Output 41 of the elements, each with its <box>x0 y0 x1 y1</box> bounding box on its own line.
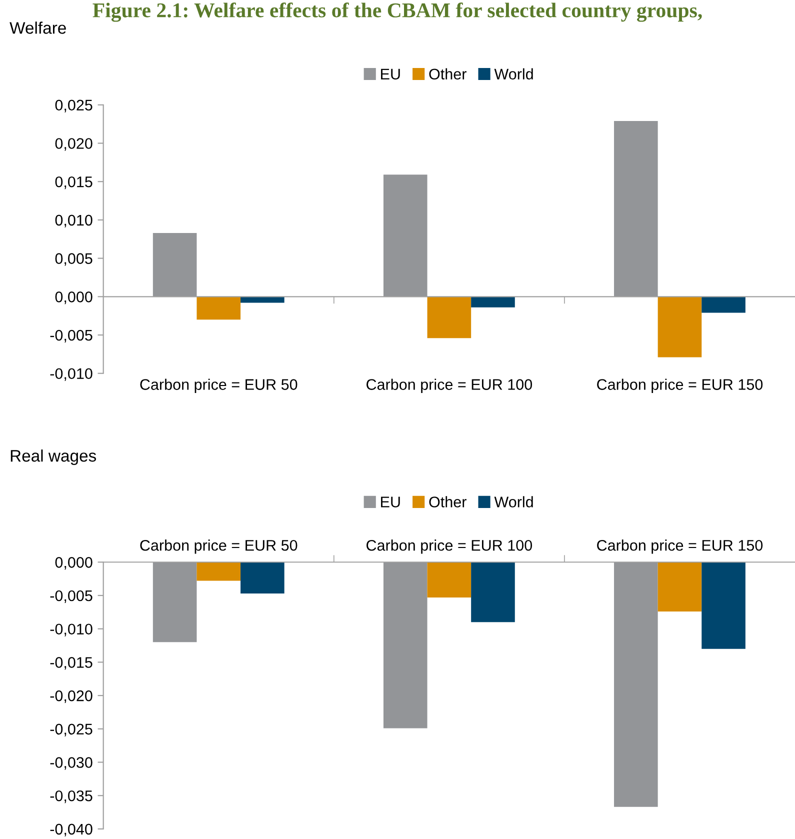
y-tick-label: -0,010 <box>50 368 92 381</box>
y-tick-label: -0,035 <box>50 790 92 804</box>
y-tick-label: 0,005 <box>55 253 92 266</box>
x-tick-label: Carbon price = EUR 150 <box>597 540 763 554</box>
y-tick-label: -0,015 <box>50 657 92 670</box>
bar <box>614 120 658 297</box>
y-tick-label: -0,010 <box>50 624 92 636</box>
legend-label: EU <box>381 68 400 80</box>
y-tick-label: 0,020 <box>55 138 92 151</box>
y-tick-label: -0,020 <box>50 690 92 704</box>
bar <box>240 296 284 303</box>
y-tick-label: -0,030 <box>50 757 92 770</box>
x-tick-label: Carbon price = EUR 50 <box>140 378 298 393</box>
bar <box>196 296 241 320</box>
x-tick-label: Carbon price = EUR 150 <box>597 378 763 393</box>
bar <box>383 174 428 297</box>
y-tick-label: 0,000 <box>55 557 92 570</box>
caption: Figure 2.1: Welfare effects of the CBAM for selected country groups, <box>92 2 702 22</box>
x-tick-label: Carbon price = EUR 100 <box>366 540 532 554</box>
y-tick-label: 0,010 <box>55 214 92 228</box>
legend-label: EU <box>381 496 400 508</box>
legend-label: Other <box>429 68 466 80</box>
y-tick-label: -0,040 <box>50 824 92 836</box>
bar <box>152 232 197 297</box>
bar <box>471 296 515 308</box>
bar <box>658 296 702 358</box>
bar <box>702 296 746 313</box>
y-tick-label: 0,015 <box>55 176 92 190</box>
legend-label: Other <box>429 496 466 508</box>
y-tick-label: 0,000 <box>55 292 92 304</box>
legend-label: World <box>494 496 533 508</box>
x-tick-label: Carbon price = EUR 50 <box>140 540 298 554</box>
y-tick-label: -0,025 <box>50 724 92 736</box>
y-tick-label: 0,025 <box>55 100 92 112</box>
chart-title: Real wages <box>10 449 96 466</box>
x-tick-label: Carbon price = EUR 100 <box>366 378 532 393</box>
y-tick-label: -0,005 <box>50 590 92 603</box>
y-tick-label: -0,005 <box>50 330 92 342</box>
legend-label: World <box>494 68 533 80</box>
chart-title: Welfare <box>10 22 66 34</box>
bar <box>427 296 472 338</box>
